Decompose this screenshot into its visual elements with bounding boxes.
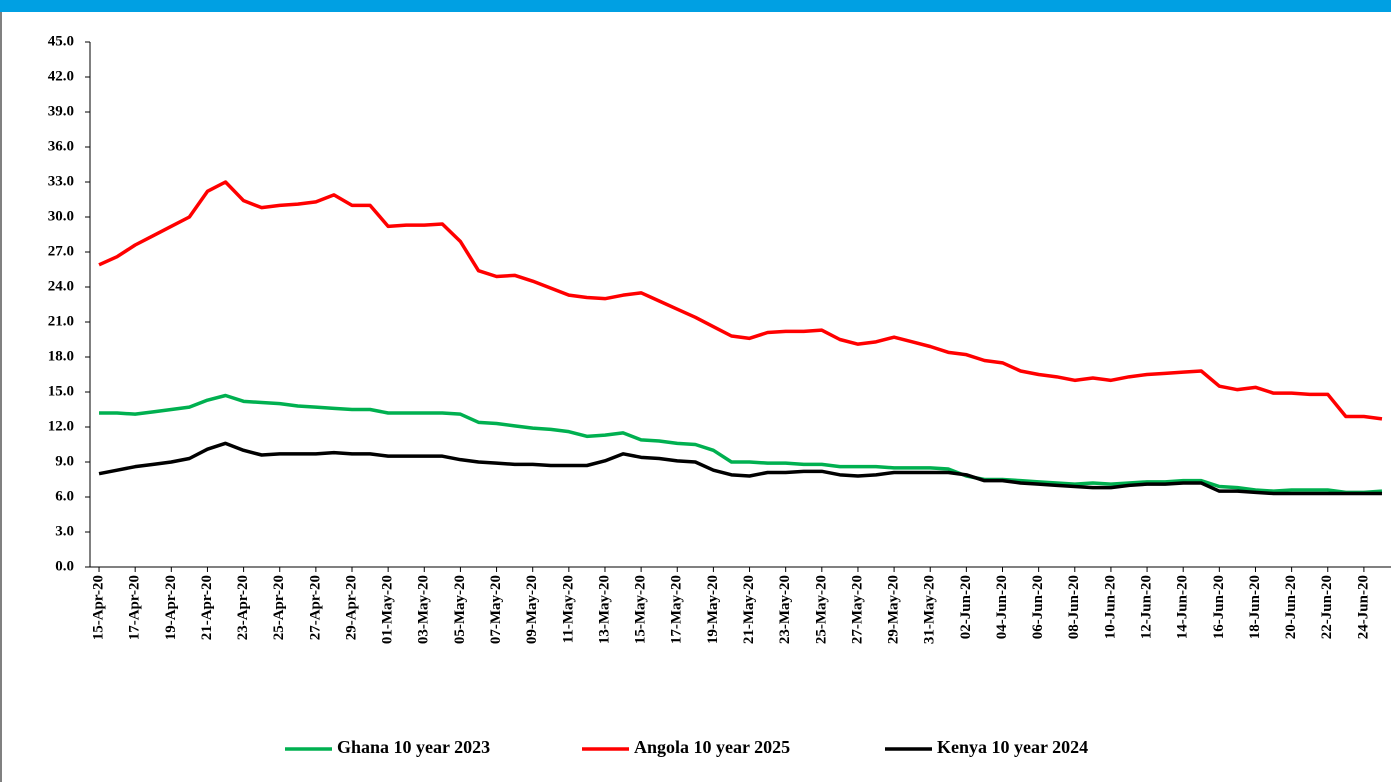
x-tick-label: 17-Apr-20 (127, 575, 143, 640)
x-tick-label: 04-Jun-20 (994, 575, 1010, 639)
x-tick-label: 21-Apr-20 (199, 575, 215, 640)
y-tick-label: 12.0 (48, 418, 74, 434)
x-tick-label: 27-Apr-20 (307, 575, 323, 640)
x-tick-label: 08-Jun-20 (1066, 575, 1082, 639)
y-tick-label: 33.0 (48, 173, 74, 189)
x-tick-label: 19-May-20 (705, 575, 721, 644)
legend-label: Ghana 10 year 2023 (337, 737, 490, 757)
x-tick-label: 29-Apr-20 (343, 575, 359, 640)
x-tick-label: 14-Jun-20 (1175, 575, 1191, 639)
x-tick-label: 29-May-20 (886, 575, 902, 644)
x-tick-label: 23-May-20 (777, 575, 793, 644)
x-tick-label: 03-May-20 (416, 575, 432, 644)
x-tick-label: 21-May-20 (741, 575, 757, 644)
x-tick-label: 22-Jun-20 (1319, 575, 1335, 639)
x-tick-label: 13-May-20 (596, 575, 612, 644)
x-tick-label: 15-Apr-20 (90, 575, 106, 640)
x-tick-label: 07-May-20 (488, 575, 504, 644)
x-tick-label: 17-May-20 (669, 575, 685, 644)
x-tick-label: 02-Jun-20 (958, 575, 974, 639)
x-tick-label: 06-Jun-20 (1030, 575, 1046, 639)
y-tick-label: 0.0 (55, 558, 74, 574)
y-tick-label: 15.0 (48, 383, 74, 399)
y-tick-label: 27.0 (48, 243, 74, 259)
series-line (99, 393, 1383, 495)
x-tick-label: 31-May-20 (922, 575, 938, 644)
x-tick-label: 05-May-20 (452, 575, 468, 644)
y-tick-label: 45.0 (48, 33, 74, 49)
legend-label: Kenya 10 year 2024 (937, 737, 1088, 757)
y-tick-label: 6.0 (55, 488, 74, 504)
series-line (98, 441, 1382, 496)
x-tick-label: 11-May-20 (560, 575, 576, 643)
x-tick-label: 09-May-20 (524, 575, 540, 644)
x-tick-label: 27-May-20 (849, 575, 865, 644)
y-tick-label: 36.0 (48, 138, 74, 154)
y-tick-label: 24.0 (48, 278, 74, 294)
series-line (98, 180, 1383, 421)
y-tick-label: 21.0 (48, 313, 74, 329)
x-tick-label: 25-Apr-20 (271, 575, 287, 640)
y-tick-label: 18.0 (48, 348, 74, 364)
x-tick-label: 25-May-20 (813, 575, 829, 644)
x-tick-label: 18-Jun-20 (1247, 575, 1263, 639)
x-tick-label: 20-Jun-20 (1283, 575, 1299, 639)
x-tick-label: 19-Apr-20 (163, 575, 179, 640)
x-tick-label: 24-Jun-20 (1355, 575, 1371, 639)
y-tick-label: 3.0 (55, 523, 74, 539)
x-tick-label: 16-Jun-20 (1211, 575, 1227, 639)
x-tick-label: 15-May-20 (633, 575, 649, 644)
y-tick-label: 30.0 (48, 208, 74, 224)
x-tick-label: 12-Jun-20 (1139, 575, 1155, 639)
x-tick-label: 10-Jun-20 (1102, 575, 1118, 639)
y-tick-label: 9.0 (55, 453, 74, 469)
x-tick-label: 23-Apr-20 (235, 575, 251, 640)
legend-label: Angola 10 year 2025 (634, 737, 790, 757)
y-tick-label: 39.0 (48, 103, 74, 119)
top-bar (0, 0, 1391, 12)
x-tick-label: 01-May-20 (380, 575, 396, 644)
y-tick-label: 42.0 (48, 68, 74, 84)
